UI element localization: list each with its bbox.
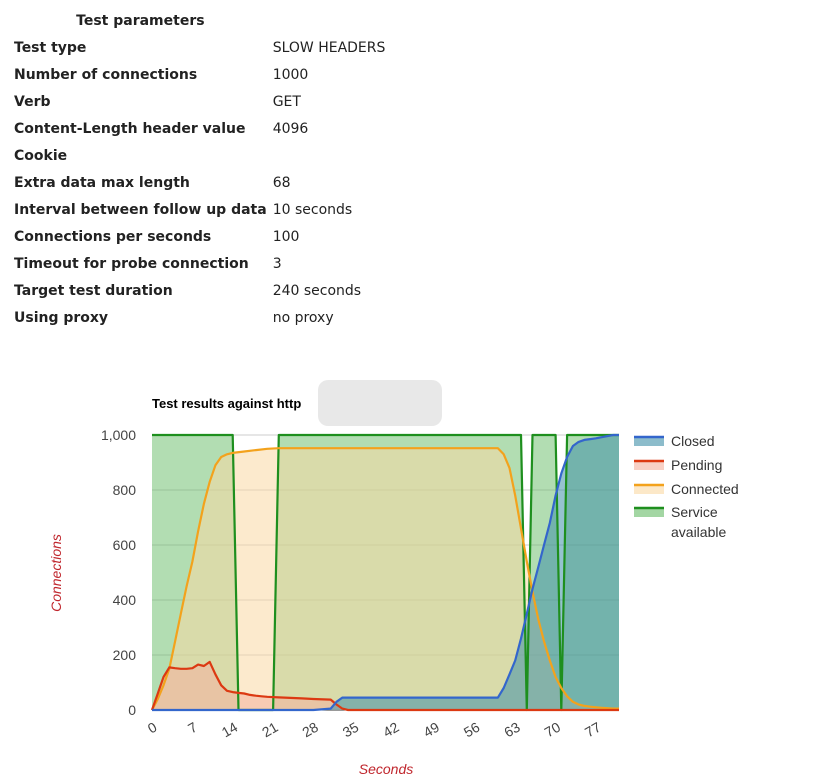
- x-tick-label: 77: [582, 719, 604, 741]
- test-parameters-table: Test parameters Test type SLOW HEADERS Num…: [8, 8, 391, 331]
- legend-label: Service available: [671, 504, 726, 540]
- legend-item: Service available: [634, 504, 726, 540]
- param-label: Test type: [14, 39, 87, 56]
- y-axis-title: Connections: [48, 534, 64, 612]
- param-value: 4096: [272, 120, 309, 137]
- legend-swatch-fill: [634, 461, 664, 470]
- y-tick-label: 1,000: [101, 427, 136, 443]
- x-tick-label: 35: [340, 719, 362, 741]
- param-row: Content-Length header value 4096: [8, 115, 391, 142]
- legend-label: Connected: [671, 481, 739, 497]
- y-tick-label: 800: [113, 482, 137, 498]
- series-line-service-available: [152, 433, 619, 712]
- param-value: 68: [272, 174, 291, 191]
- param-value: GET: [272, 93, 301, 110]
- legend-item: Closed: [634, 433, 715, 449]
- series-lines: [150, 433, 619, 712]
- param-row: Cookie: [8, 142, 391, 169]
- y-tick-label: 600: [113, 537, 137, 553]
- chart-legend: Closed Pending Connected Service available: [634, 433, 739, 540]
- y-tick-label: 400: [113, 592, 137, 608]
- param-label: Content-Length header value: [14, 120, 246, 137]
- param-value: SLOW HEADERS: [272, 39, 386, 56]
- legend-swatch-fill: [634, 437, 664, 446]
- redacted-url-blur: [318, 380, 442, 426]
- y-tick-label: 0: [128, 702, 136, 718]
- params-header: Test parameters: [76, 13, 205, 29]
- param-label: Extra data max length: [14, 174, 190, 191]
- param-value: 240 seconds: [272, 282, 362, 299]
- x-tick-label: 42: [380, 719, 402, 741]
- param-value: [273, 142, 392, 169]
- param-label: Interval between follow up data: [14, 201, 267, 218]
- param-value: 100: [272, 228, 300, 245]
- series-areas: [152, 435, 619, 710]
- param-row: Target test duration 240 seconds: [8, 277, 391, 304]
- y-tick-label: 200: [113, 647, 137, 663]
- param-value: 10 seconds: [272, 201, 353, 218]
- legend-item: Connected: [634, 481, 739, 497]
- series-area-connected: [152, 448, 619, 710]
- params-header-row: Test parameters: [8, 8, 391, 34]
- x-axis-title: Seconds: [359, 761, 413, 777]
- param-row: Test type SLOW HEADERS: [8, 34, 391, 61]
- series-line-connected: [151, 447, 619, 711]
- param-value: 1000: [272, 66, 309, 83]
- legend-label-line: Service: [671, 504, 718, 520]
- param-row: Interval between follow up data 10 second…: [8, 196, 391, 223]
- param-label: Timeout for probe connection: [14, 255, 249, 272]
- param-row: Number of connections 1000: [8, 61, 391, 88]
- test-results-chart: Test results against http 0 200 400 600 800 1…: [0, 370, 829, 780]
- param-label: Target test duration: [14, 282, 173, 299]
- chart-title: Test results against http: [152, 396, 301, 411]
- params-body: Test type SLOW HEADERS Number of connectio…: [8, 34, 391, 331]
- x-tick-label: 56: [461, 719, 483, 741]
- x-tick-label: 28: [299, 719, 321, 741]
- param-row: Connections per seconds 100: [8, 223, 391, 250]
- x-tick-label: 49: [421, 719, 443, 741]
- param-label: Verb: [14, 93, 51, 110]
- param-label: Number of connections: [14, 66, 198, 83]
- param-label: Connections per seconds: [14, 228, 212, 245]
- param-label: Using proxy: [14, 309, 109, 326]
- legend-swatch-fill: [634, 508, 664, 517]
- legend-swatch-fill: [634, 485, 664, 494]
- x-tick-label: 21: [259, 719, 281, 741]
- series-area-closed: [152, 435, 619, 710]
- y-axis-ticks: 0 200 400 600 800 1,000: [101, 427, 136, 718]
- param-row: Verb GET: [8, 88, 391, 115]
- legend-label: Pending: [671, 457, 722, 473]
- legend-label-line: available: [671, 524, 726, 540]
- param-value: no proxy: [272, 309, 334, 326]
- legend-label: Closed: [671, 433, 715, 449]
- series-line-pending: [150, 660, 619, 712]
- param-value: 3: [272, 255, 282, 272]
- series-line-closed: [152, 433, 619, 712]
- x-tick-label: 63: [501, 719, 523, 741]
- param-row: Timeout for probe connection 3: [8, 250, 391, 277]
- legend-item: Pending: [634, 457, 722, 473]
- param-row: Extra data max length 68: [8, 169, 391, 196]
- param-label: Cookie: [14, 147, 68, 164]
- x-tick-label: 70: [542, 719, 564, 741]
- param-row: Using proxy no proxy: [8, 304, 391, 331]
- x-tick-label: 14: [219, 719, 241, 741]
